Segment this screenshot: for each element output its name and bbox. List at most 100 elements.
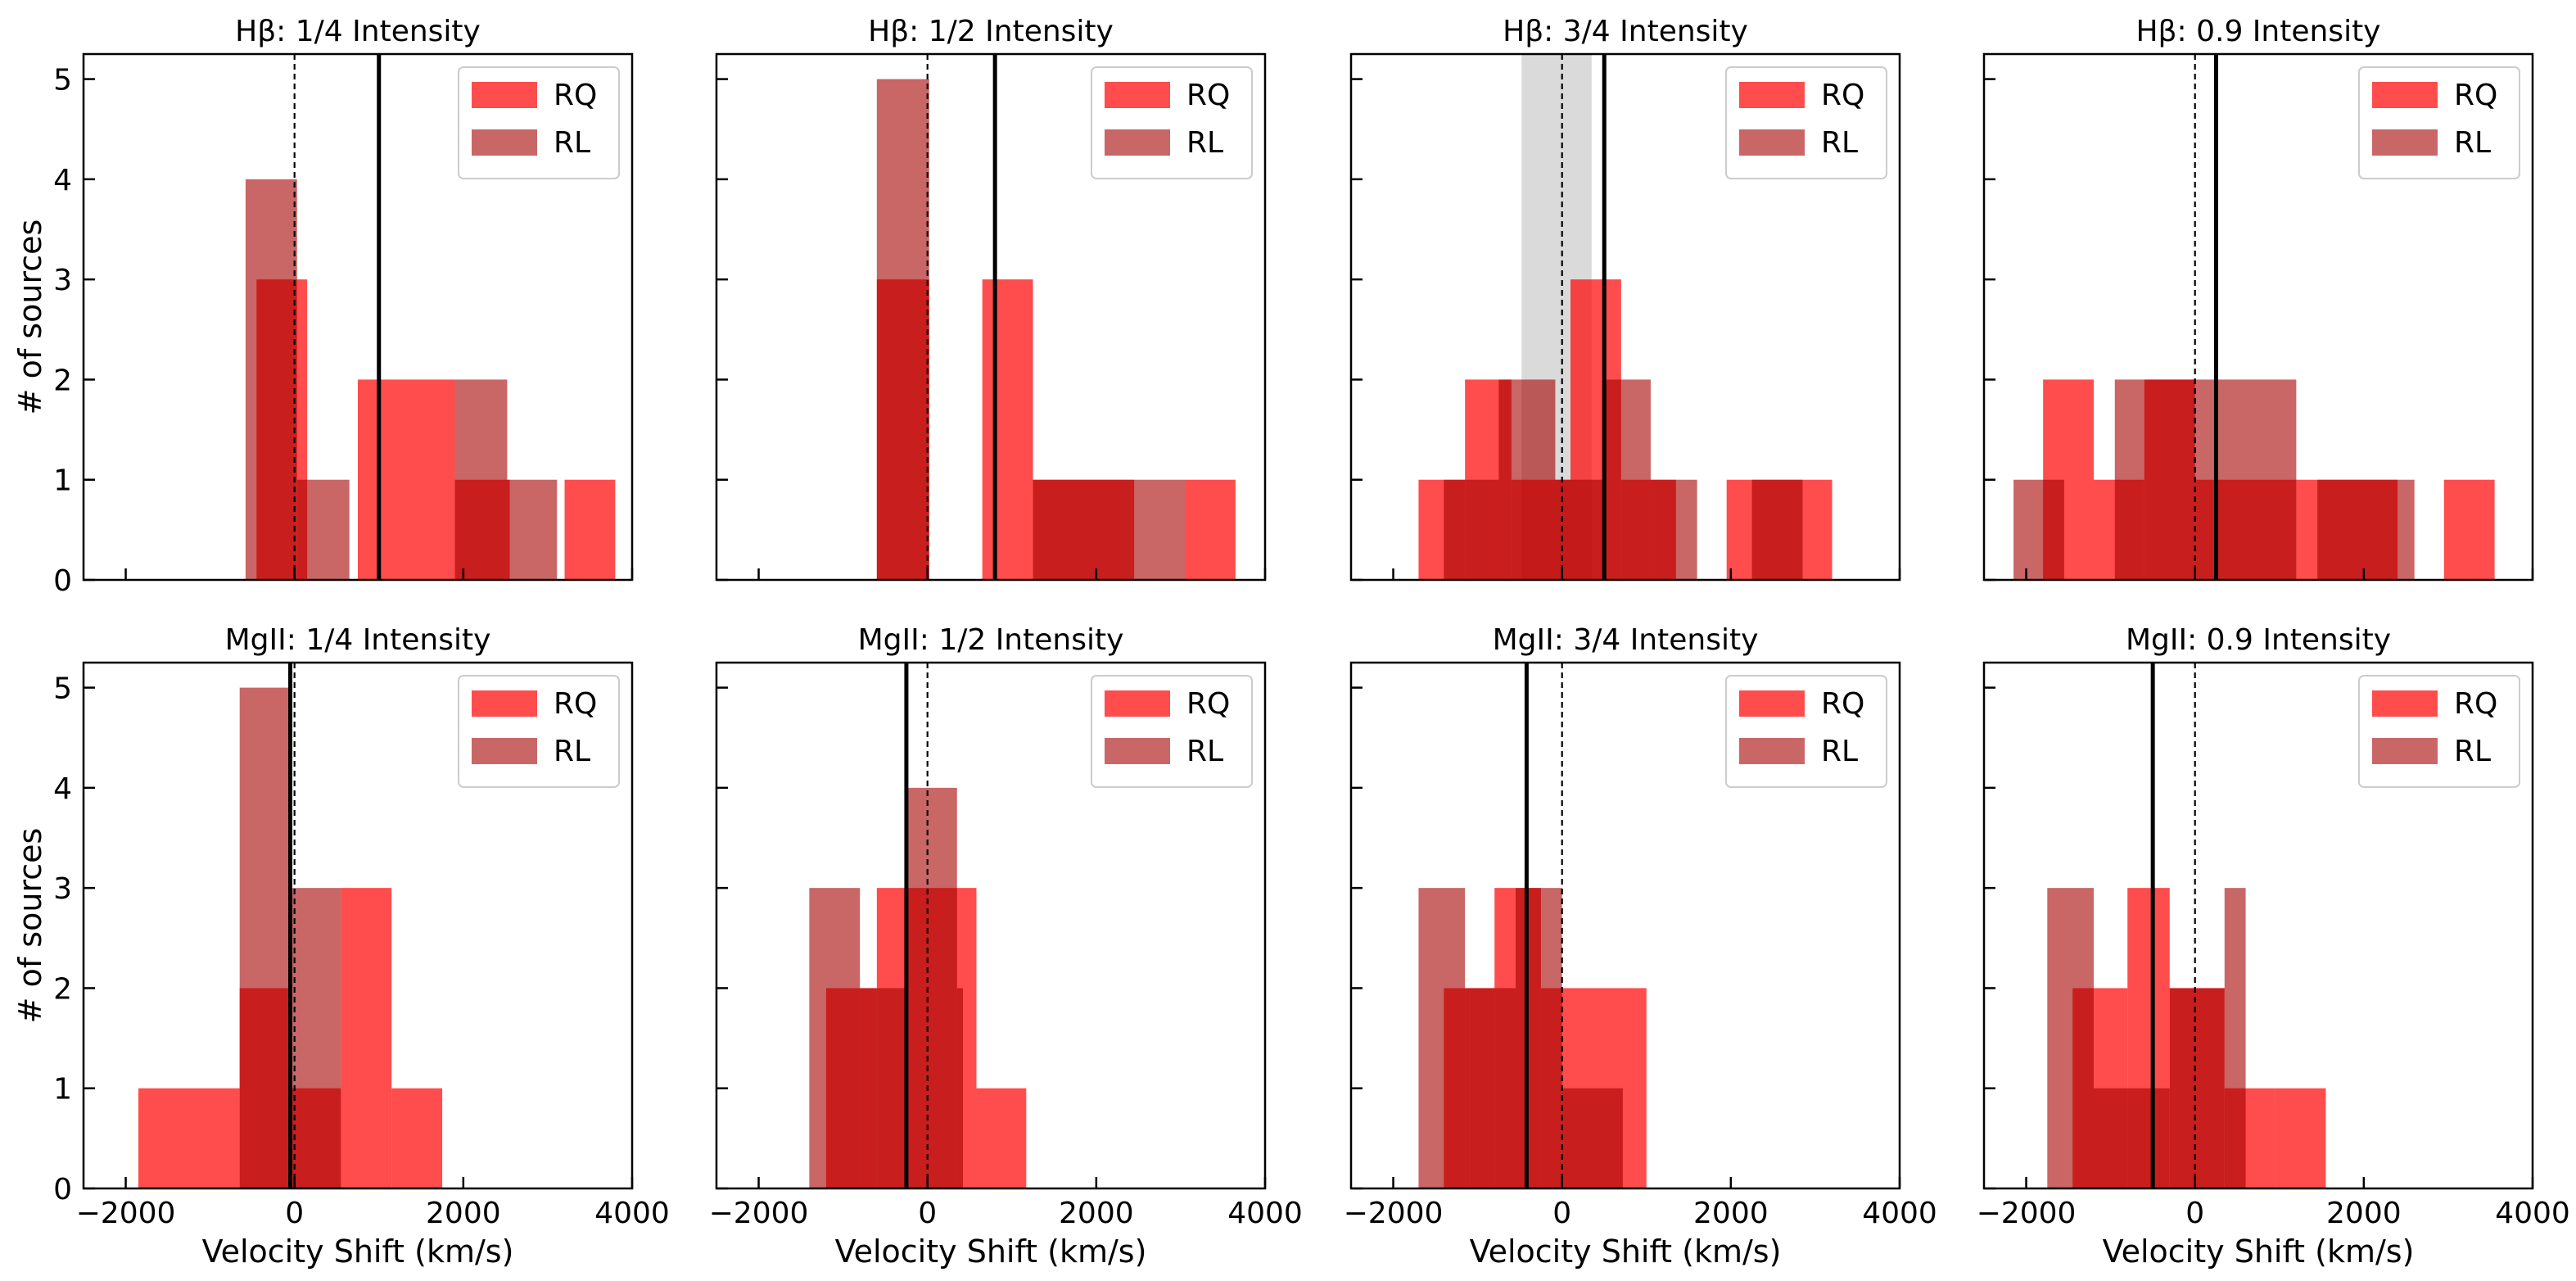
y-tick-label: 3: [53, 264, 72, 297]
rl-bar: [1418, 888, 1466, 1188]
panel-title: MgII: 0.9 Intensity: [2126, 623, 2391, 657]
rl-bar: [1555, 479, 1605, 580]
x-tick-label: 0: [2185, 1197, 2204, 1230]
y-tick-label: 4: [53, 164, 72, 197]
rl-bar: [1650, 479, 1697, 580]
legend: RQ RL: [458, 675, 620, 788]
panel-title: Hβ: 1/4 Intensity: [235, 15, 481, 48]
panel-title: Hβ: 1/2 Intensity: [868, 15, 1114, 48]
rq-legend-label: RQ: [554, 687, 597, 721]
rl-legend-swatch: [2372, 738, 2438, 764]
rl-legend-label: RL: [2454, 735, 2491, 768]
rq-bar: [564, 479, 616, 580]
panel-8: MgII: 0.9 Intensity −2000 0 2000 4000 Velocit…: [1977, 623, 2570, 1270]
y-tick-label: 1: [53, 1073, 72, 1107]
y-tick-label: 0: [53, 1173, 72, 1206]
rl-bar: [2047, 888, 2094, 1188]
rl-legend-label: RL: [554, 126, 590, 160]
y-tick-label: 2: [53, 972, 72, 1006]
x-tick-label: 4000: [594, 1197, 670, 1230]
panel-1: Hβ: 1/4 Intensity 0 1 2 3 4 5 # of sources RQ RL: [12, 15, 634, 598]
legend: RQ RL: [2358, 675, 2520, 788]
plot-area: [809, 663, 1027, 1188]
x-tick-label: 2000: [426, 1197, 501, 1230]
axes-frame: [1982, 661, 2534, 1190]
rl-bar: [507, 479, 558, 580]
plot-area: [2013, 54, 2495, 580]
x-tick-label: 0: [918, 1197, 937, 1230]
rq-legend-label: RQ: [554, 79, 597, 112]
rl-bar: [906, 787, 957, 1188]
rq-legend-swatch: [1739, 690, 1805, 717]
rl-legend-label: RL: [1821, 126, 1858, 160]
rl-legend-swatch: [1105, 129, 1170, 156]
plot-area: [138, 663, 443, 1188]
rl-bar: [245, 179, 297, 580]
panel-title: MgII: 3/4 Intensity: [1493, 623, 1759, 657]
axes-frame: [715, 661, 1267, 1190]
plot-area: [876, 54, 1236, 580]
y-tick-label: 3: [53, 872, 72, 906]
rq-legend-label: RQ: [1186, 79, 1230, 112]
x-tick-label: −2000: [76, 1197, 176, 1230]
rl-bar: [1604, 379, 1651, 580]
x-tick-label: 4000: [1227, 1197, 1303, 1230]
legend: RQ RL: [1725, 675, 1887, 788]
axes-frame: [82, 661, 634, 1190]
rl-bar: [2013, 479, 2064, 580]
y-tick-label: 2: [53, 364, 72, 397]
rq-legend-label: RQ: [2454, 79, 2497, 112]
legend: RQ RL: [1091, 675, 1253, 788]
x-axis-label: Velocity Shift (km/s): [835, 1233, 1147, 1270]
panel-2: Hβ: 1/2 Intensity RQ RL: [715, 15, 1267, 582]
rq-legend-label: RQ: [1821, 79, 1864, 112]
rl-legend-swatch: [1105, 738, 1170, 764]
rl-legend-label: RL: [2454, 126, 2491, 160]
y-axis-label: # of sources: [12, 220, 48, 415]
legend: RQ RL: [2358, 66, 2520, 179]
rq-legend-swatch: [1105, 690, 1170, 717]
y-tick-label: 4: [53, 772, 72, 806]
x-tick-label: 2000: [1693, 1197, 1769, 1230]
panel-7: MgII: 3/4 Intensity −2000 0 2000 4000 Velocit…: [1344, 623, 1937, 1270]
rl-bar: [1751, 479, 1803, 580]
rq-bar: [341, 888, 392, 1188]
axes-frame: [1982, 52, 2534, 582]
panel-6: MgII: 1/2 Intensity −2000 0 2000 4000 Velocit…: [709, 623, 1303, 1270]
y-tick-label: 1: [53, 464, 72, 498]
rq-legend-label: RQ: [1821, 687, 1864, 721]
rl-bar: [2224, 888, 2246, 1188]
panel-title: MgII: 1/4 Intensity: [225, 623, 491, 657]
legend: RQ RL: [1725, 66, 1887, 179]
x-axis-label: Velocity Shift (km/s): [2103, 1233, 2415, 1270]
rq-bar: [976, 1088, 1027, 1188]
rl-bar: [1033, 479, 1135, 580]
plot-area: [1418, 663, 1647, 1188]
y-tick-label: 5: [53, 672, 72, 706]
rq-legend-swatch: [472, 690, 537, 717]
panel-4: Hβ: 0.9 Intensity RQ RL: [1982, 15, 2534, 582]
y-axis-label: # of sources: [12, 828, 48, 1024]
rq-bar: [1185, 479, 1236, 580]
rl-bar: [1465, 988, 1516, 1188]
rl-legend-swatch: [472, 129, 537, 156]
rl-bar: [876, 79, 929, 580]
rq-legend-swatch: [2372, 690, 2438, 717]
x-tick-label: −2000: [1344, 1197, 1444, 1230]
x-tick-label: −2000: [709, 1197, 809, 1230]
rl-bar: [2317, 479, 2415, 580]
rl-bar: [2169, 988, 2225, 1188]
rq-bar: [2443, 479, 2495, 580]
rl-bar: [1516, 888, 1562, 1188]
x-tick-label: −2000: [1977, 1197, 2077, 1230]
x-tick-label: 0: [1552, 1197, 1571, 1230]
x-tick-label: 0: [285, 1197, 304, 1230]
rl-legend-swatch: [1739, 129, 1805, 156]
x-tick-label: 4000: [2495, 1197, 2570, 1230]
rl-bar: [239, 687, 291, 1188]
rl-bar: [1134, 479, 1186, 580]
rl-bar: [454, 379, 508, 580]
rq-bar: [138, 1088, 240, 1188]
rl-legend-swatch: [2372, 129, 2438, 156]
